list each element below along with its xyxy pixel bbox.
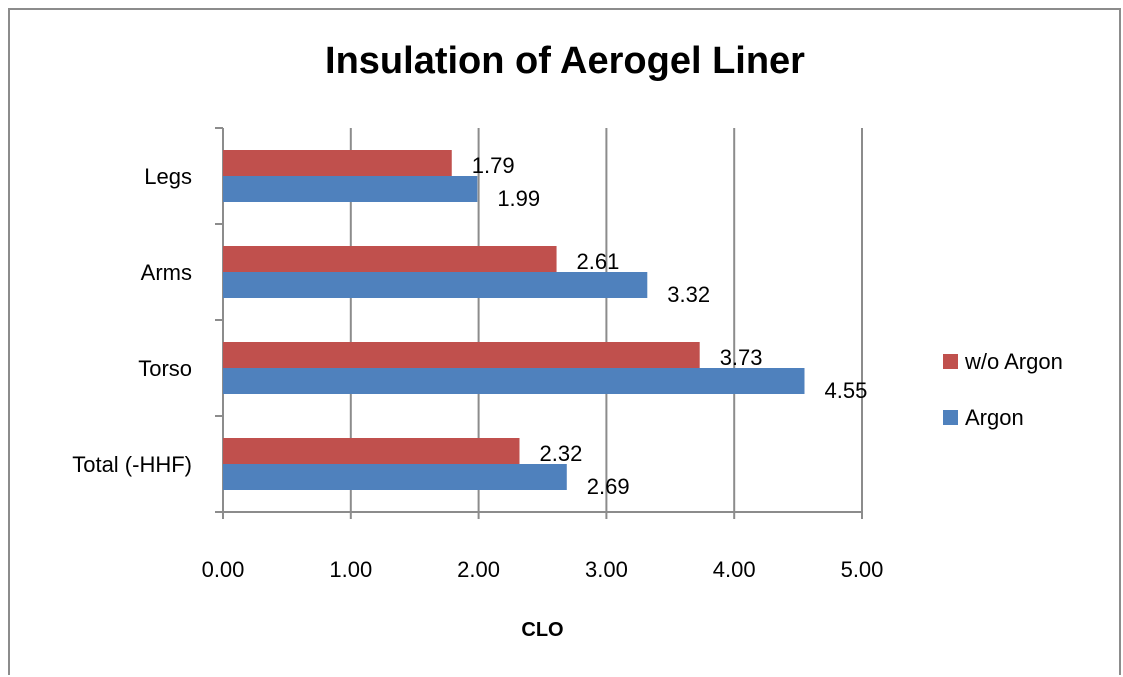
legend-swatch: [943, 410, 958, 425]
category-label: Legs: [144, 164, 192, 189]
data-label: 2.69: [587, 474, 630, 499]
bar: [223, 438, 520, 464]
category-label: Arms: [141, 260, 192, 285]
x-tick-label: 4.00: [713, 557, 756, 582]
bar: [223, 176, 478, 202]
legend-label: w/o Argon: [964, 349, 1063, 374]
x-tick-label: 5.00: [841, 557, 884, 582]
data-label: 2.61: [577, 249, 620, 274]
data-label: 1.79: [472, 153, 515, 178]
bar: [223, 272, 648, 298]
chart-frame: [8, 8, 1121, 675]
bar: [223, 150, 452, 176]
chart-title: Insulation of Aerogel Liner: [325, 40, 805, 82]
category-label: Total (-HHF): [72, 452, 192, 477]
category-label: Torso: [138, 356, 192, 381]
bar: [223, 464, 567, 490]
bar: [223, 368, 805, 394]
data-label: 3.32: [667, 282, 710, 307]
legend-label: Argon: [965, 405, 1024, 430]
x-tick-label: 1.00: [329, 557, 372, 582]
x-tick-label: 2.00: [457, 557, 500, 582]
bar: [223, 342, 700, 368]
data-label: 3.73: [720, 345, 763, 370]
x-tick-label: 0.00: [202, 557, 245, 582]
data-label: 2.32: [539, 441, 582, 466]
data-label: 4.55: [824, 378, 867, 403]
data-label: 1.99: [497, 186, 540, 211]
x-tick-label: 3.00: [585, 557, 628, 582]
legend-swatch: [943, 354, 958, 369]
bar: [223, 246, 557, 272]
x-axis-title: CLO: [521, 619, 563, 641]
